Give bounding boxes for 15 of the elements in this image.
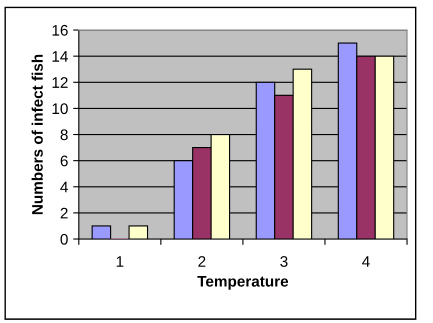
y-tick-label: 10 bbox=[52, 103, 68, 114]
x-tick-label: 4 bbox=[362, 256, 370, 267]
x-tick-label: 2 bbox=[198, 256, 206, 267]
y-tick-label: 12 bbox=[52, 77, 68, 88]
y-tick-label: 8 bbox=[60, 129, 68, 140]
x-tick-label: 1 bbox=[116, 256, 124, 267]
y-tick-label: 14 bbox=[52, 51, 68, 62]
x-tick-label: 3 bbox=[280, 256, 288, 267]
y-tick-label: 4 bbox=[60, 182, 68, 192]
y-tick-label: 16 bbox=[52, 24, 68, 36]
x-axis-title: Temperature bbox=[197, 276, 288, 290]
y-tick-label: 0 bbox=[60, 234, 68, 245]
y-tick-label: 6 bbox=[60, 156, 68, 166]
y-tick-label: 2 bbox=[60, 208, 68, 218]
y-axis-title: Numbers of infect fish bbox=[32, 54, 43, 214]
